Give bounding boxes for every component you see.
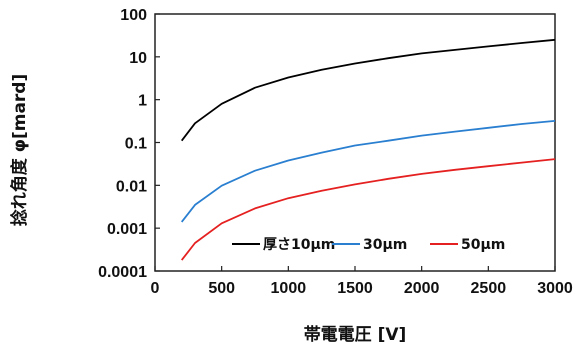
y-tick-label: 0.01	[116, 178, 147, 195]
x-tick-label: 2500	[471, 280, 507, 297]
series-line-0	[180, 38, 556, 142]
x-tick-label: 0	[151, 280, 160, 297]
x-axis-title: 帯電電圧 [V]	[304, 324, 407, 345]
y-tick-label: 0.0001	[98, 264, 147, 281]
x-tick-label: 500	[208, 280, 235, 297]
x-tick-label: 3000	[537, 280, 573, 297]
y-tick-label: 0.1	[125, 136, 147, 153]
legend-label: 50μm	[461, 237, 505, 253]
y-tick-label: 100	[120, 7, 147, 24]
plot-frame	[154, 13, 556, 272]
series-layer	[180, 38, 556, 261]
x-tick-label: 2000	[404, 280, 440, 297]
series-line-1	[180, 120, 556, 223]
y-tick-label: 1	[138, 93, 147, 110]
y-tick-label: 0.001	[107, 221, 147, 238]
y-axis-title: 捻れ角度 φ[mard]	[9, 74, 30, 227]
series-line-2	[180, 158, 556, 261]
y-tick-label: 10	[129, 50, 147, 67]
x-tick-label: 1000	[271, 280, 307, 297]
x-axis-ticks: 0 500 1000 1500 2000 2500 3000	[151, 266, 573, 297]
x-tick-label: 1500	[337, 280, 373, 297]
legend-label: 30μm	[363, 237, 407, 253]
legend-label: 厚さ10μm	[263, 237, 335, 253]
y-axis-ticks: 0.0001 0.001 0.01 0.1 1 10 100	[98, 7, 160, 281]
legend: 厚さ10μm 30μm 50μm	[232, 237, 505, 253]
